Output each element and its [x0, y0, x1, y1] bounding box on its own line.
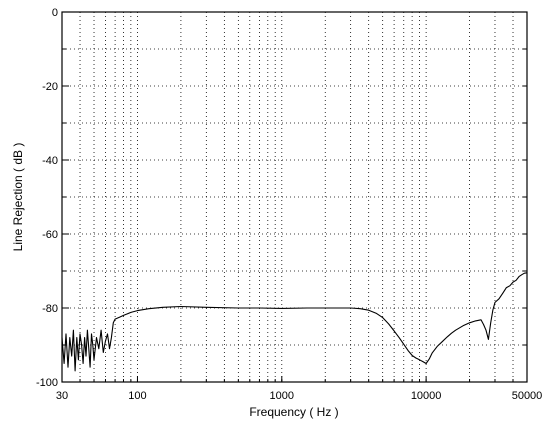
y-tick-label: -60	[42, 229, 58, 241]
x-tick-label: 50000	[512, 390, 543, 402]
y-tick-label: -40	[42, 155, 58, 167]
series-line	[61, 272, 528, 372]
x-tick-label: 10000	[411, 390, 442, 402]
y-tick-label: -20	[42, 81, 58, 93]
x-axis-title: Frequency ( Hz )	[249, 405, 338, 419]
y-tick-label: -80	[42, 303, 58, 315]
x-tick-label: 30	[56, 390, 68, 402]
y-tick-label: 0	[52, 7, 58, 19]
tick-labels: 30 100 1000 10000 50000 0 -20 -40 -60 -80 -100	[36, 7, 542, 402]
x-tick-label: 1000	[270, 390, 294, 402]
axis-ticks	[61, 11, 528, 383]
grid-lines	[62, 12, 527, 382]
x-tick-label: 100	[128, 390, 146, 402]
y-tick-label: -100	[36, 377, 58, 389]
y-axis-title: Line Rejection ( dB )	[11, 143, 25, 252]
